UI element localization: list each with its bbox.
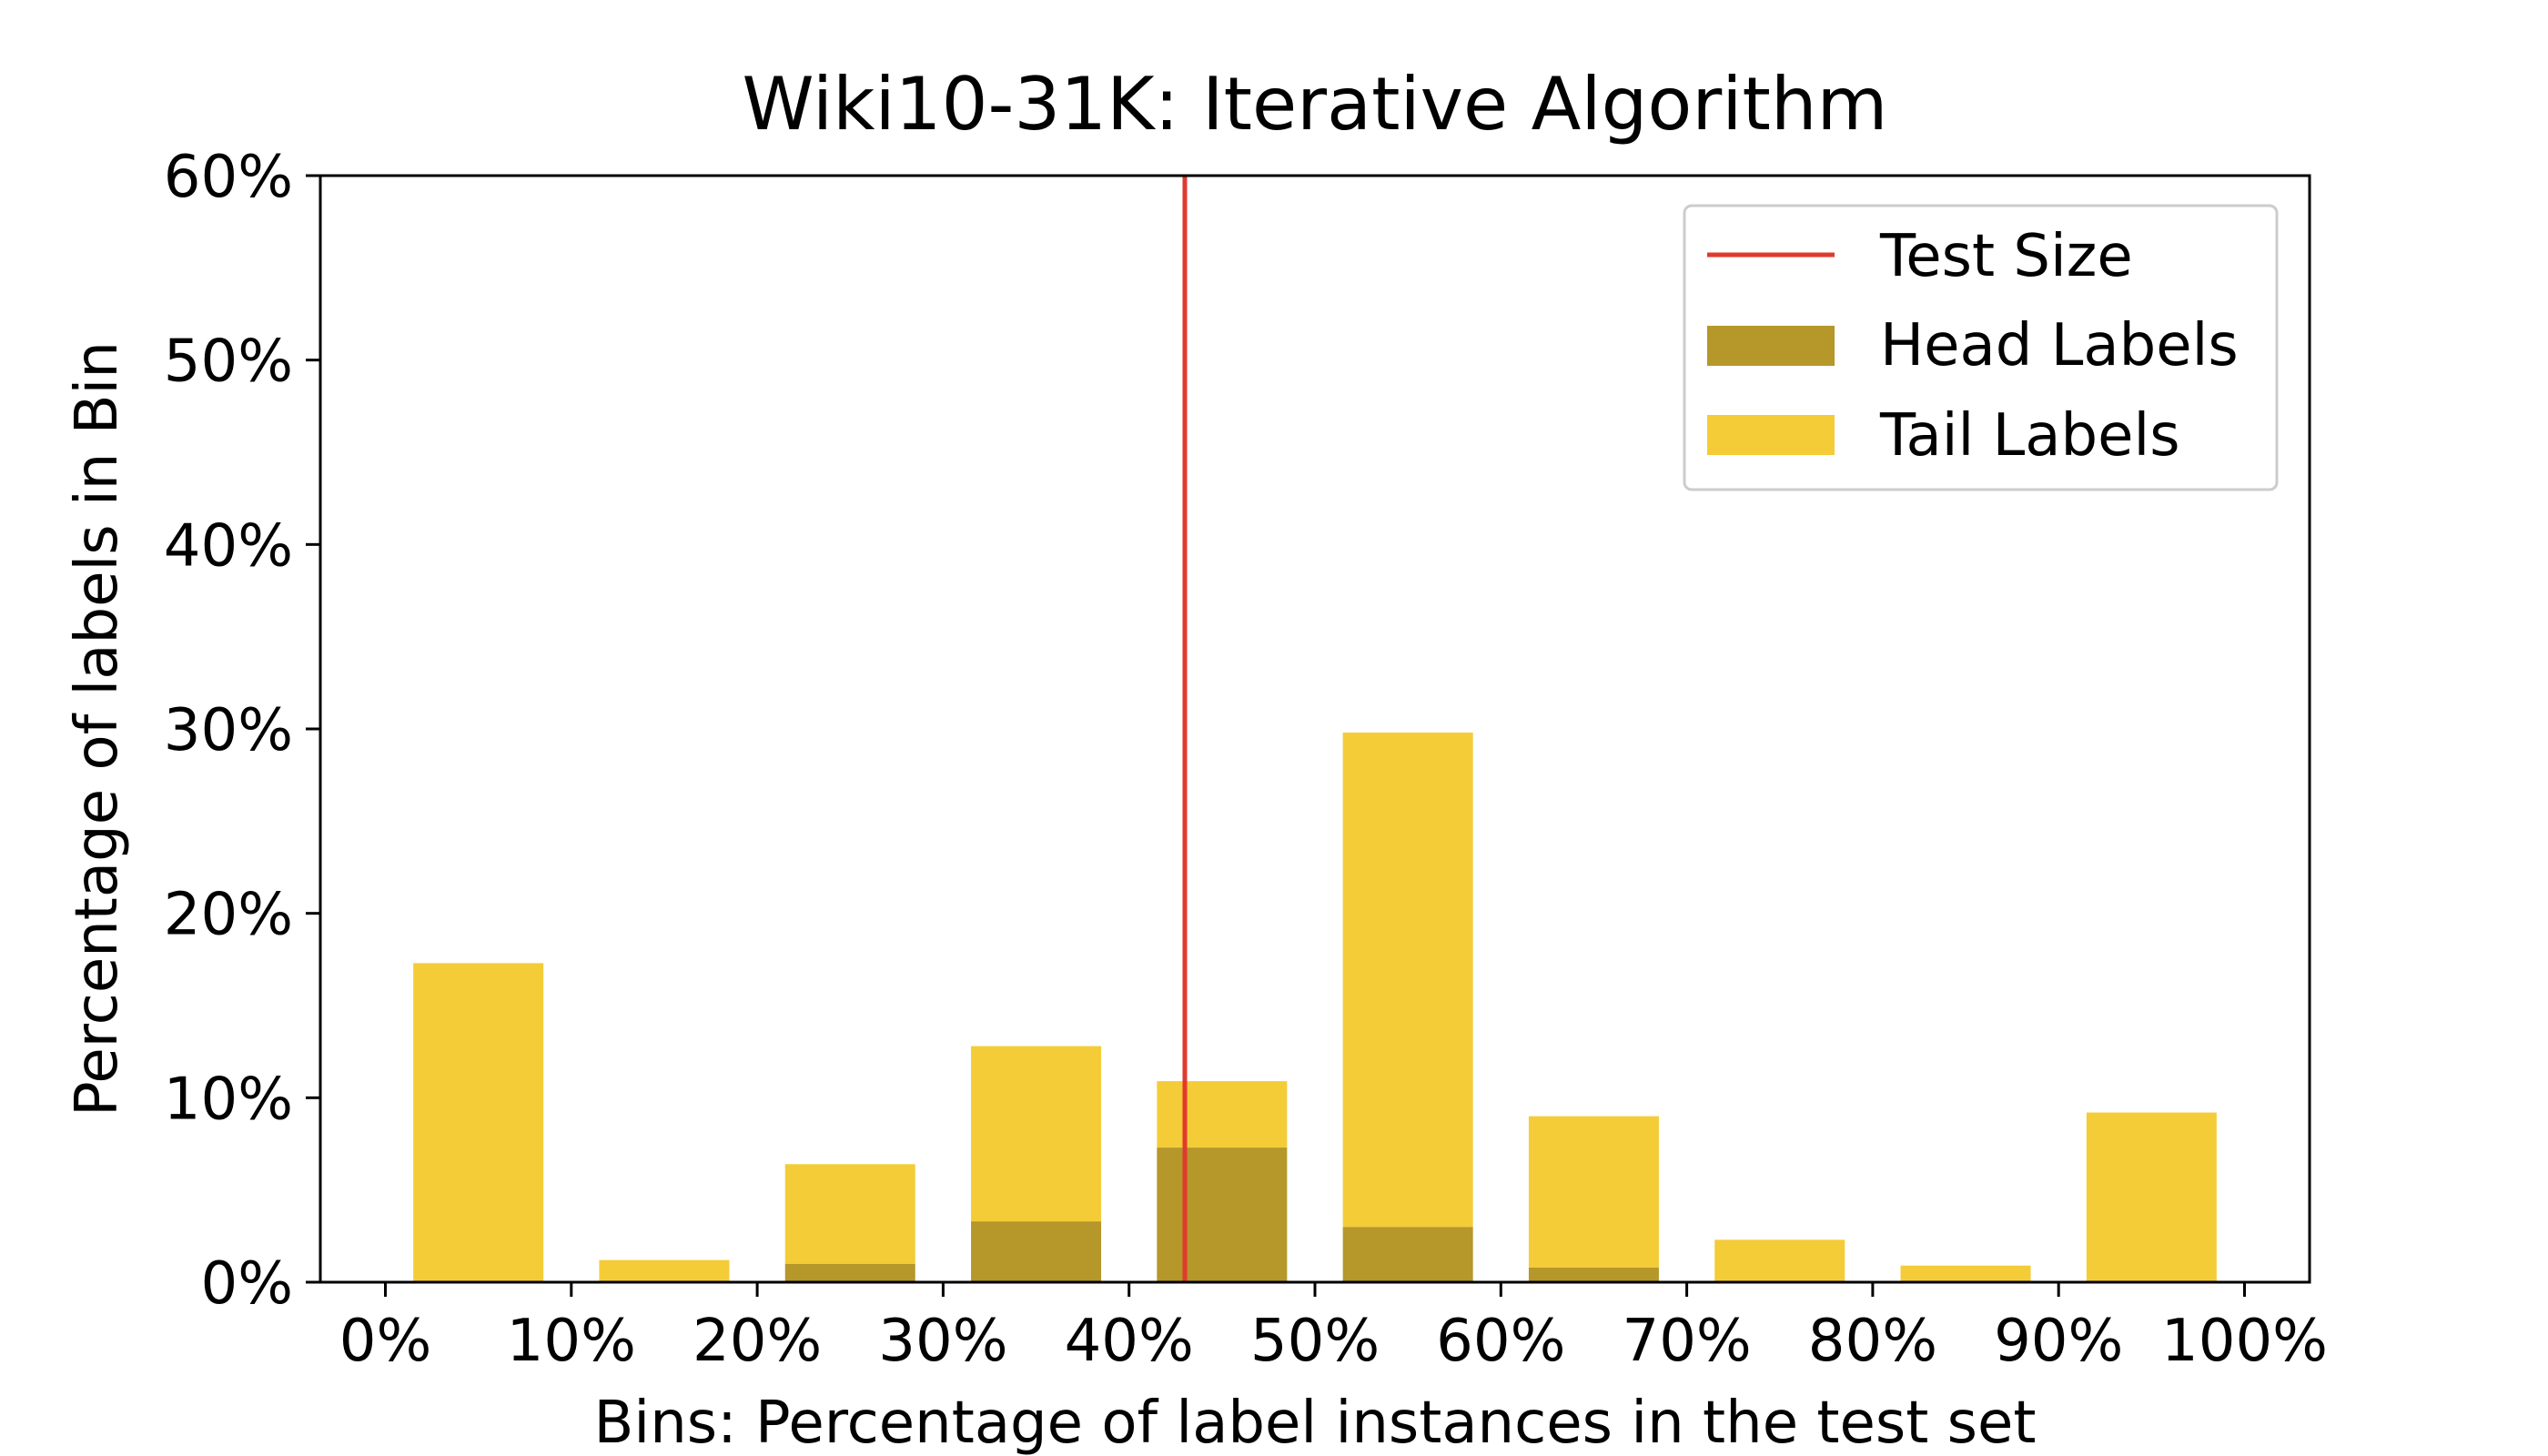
chart-title: Wiki10-31K: Iterative Algorithm [743,62,1888,147]
x-tick-label: 20% [693,1308,822,1375]
x-axis: 0% 10% 20% 30% 40% 50% 60% 70% 80% 90% 100% [339,1282,2328,1375]
x-tick-label: 80% [1808,1308,1937,1375]
x-tick-label: 0% [339,1308,432,1375]
x-tick-label: 40% [1065,1308,1194,1375]
y-axis: 0% 10% 20% 30% 40% 50% 60% [164,144,320,1318]
x-tick-label: 50% [1250,1308,1380,1375]
tail-labels-bar-8 [1900,1265,2031,1282]
y-tick-label: 0% [200,1250,293,1318]
y-tick-label: 10% [164,1066,293,1133]
legend: Test Size Head Labels Tail Labels [1683,204,2279,491]
head-labels-bar-4 [1157,1148,1288,1282]
head-labels-bar-5 [1342,1227,1473,1282]
legend-head-labels-swatch [1707,326,1835,366]
tail-labels-bar-9 [2086,1112,2217,1282]
x-axis-label: Bins: Percentage of label instances in t… [594,1390,2037,1456]
head-labels-bar-2 [784,1263,915,1282]
x-tick-label: 70% [1622,1308,1751,1375]
legend-test-size-label: Test Size [1879,223,2133,290]
tail-labels-bar-7 [1714,1239,1845,1282]
head-labels-bar-3 [971,1221,1102,1282]
tail-labels-bar-6 [1528,1116,1659,1268]
head-labels-bar-6 [1528,1267,1659,1282]
tail-labels-bar-3 [971,1046,1102,1222]
x-tick-label: 10% [507,1308,636,1375]
legend-tail-labels-label: Tail Labels [1879,402,2180,470]
y-tick-label: 40% [164,512,293,580]
tail-labels-bar-2 [784,1164,915,1264]
x-tick-label: 100% [2161,1308,2328,1375]
y-axis-label: Percentage of labels in Bin [64,341,131,1117]
x-tick-label: 90% [1994,1308,2123,1375]
x-tick-label: 60% [1436,1308,1565,1375]
legend-tail-labels-swatch [1707,415,1835,455]
tail-labels-bar-0 [413,963,544,1282]
y-tick-label: 60% [164,144,293,211]
tail-labels-bar-4 [1157,1081,1288,1148]
y-tick-label: 20% [164,882,293,949]
tail-labels-bar-5 [1342,733,1473,1228]
y-tick-label: 50% [164,329,293,396]
x-tick-label: 30% [878,1308,1007,1375]
legend-head-labels-label: Head Labels [1880,312,2239,379]
bars-layer [413,733,2217,1282]
y-tick-label: 30% [164,697,293,764]
tail-labels-bar-1 [599,1259,730,1282]
